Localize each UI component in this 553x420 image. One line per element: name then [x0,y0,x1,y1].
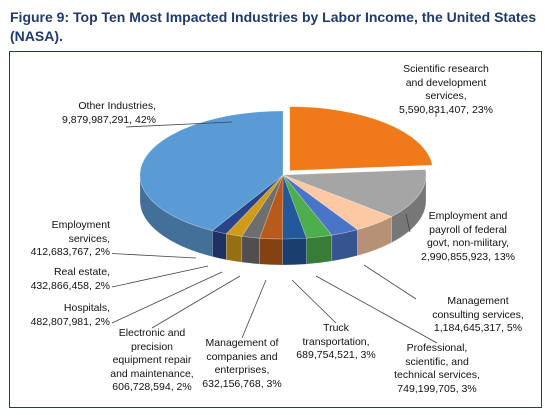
data-label-employment-and-payroll-of-federal-govt-non-military: Employment and payroll of federal govt, no… [398,210,538,264]
data-label-line: scientific, and [405,355,469,368]
leader-line-employment-services [111,253,197,259]
pie-slice-professional-scientific-and-technical-services [282,174,359,236]
pie-side-real-estate [226,233,243,263]
leader-line-management-consulting-services [363,264,417,300]
pie-slice-employment-services [211,174,284,235]
data-label-line: Scientific research [403,63,489,75]
leader-line-electronic-and-precision-equipment-repair-and-maintenance [151,275,241,329]
pie-slice-scientific-research-and-development-services [289,106,433,171]
data-label-line: 5,590,831,407, 23% [399,103,493,116]
pie-side-employment-services [212,230,227,261]
data-label-line: 749,199,705, 3% [397,382,477,395]
pie-side-hospitals [241,235,260,265]
data-label-line: 412,683,767, 2% [30,246,110,258]
data-label-line: govt, non-military, [426,237,510,249]
data-label-scientific-research-and-development-services: Scientific research and development servic… [376,63,516,117]
figure-title-line-2: (NASA). [10,28,63,44]
data-label-management-consulting-services: Management consulting services, 1,184,645,… [413,295,543,336]
data-label-line: 2,990,855,923, 13% [421,250,515,263]
data-label-line: Employment [51,219,110,231]
leader-line-truck-transportation [291,279,337,324]
data-label-line: Real estate, [53,266,110,278]
data-label-line: 632,156,768, 3% [202,377,282,390]
data-label-line: Electronic and [118,327,186,339]
pie-side-electronic-and-precision-equipment-repair-and-maintenance [259,237,283,266]
pie-slice-other-industries [139,110,284,231]
data-label-line: 432,866,458, 2% [30,279,110,292]
pie-side-truck-transportation [306,234,333,265]
pie-side-management-of-companies-and-enterprises [282,237,307,266]
data-label-professional-scientific-and-technical-services: Professional, scientific, and technical se… [372,342,502,396]
pie-slice-electronic-and-precision-equipment-repair-and-maintenance [259,174,284,240]
data-label-line: transportation, [302,335,370,348]
leader-line-other-industries [125,121,233,128]
chart-frame [9,51,542,408]
data-label-line: Truck [323,322,349,334]
data-label-line: Management [447,295,509,307]
data-label-real-estate: Real estate, 432,866,458, 2% [0,266,110,293]
leader-line-employment-and-payroll-of-federal-govt-non-military [405,213,411,233]
data-label-line: 9,879,987,291, 42% [62,113,156,126]
data-label-line: and development [405,76,487,89]
leader-line-real-estate [111,265,209,288]
data-label-other-industries: Other Industries, 9,879,987,291, 42% [16,100,156,127]
data-label-truck-transportation: Truck transportation, 689,754,521, 3% [281,322,391,363]
pie-slice-employment-and-payroll-of-federal-govt-non-military [282,169,427,217]
data-label-line: 1,184,645,317, 5% [433,322,523,334]
data-label-line: and maintenance, [110,367,194,380]
data-label-line: payroll of federal [429,223,507,236]
data-label-line: 689,754,521, 3% [296,349,376,361]
pie-slice-management-of-companies-and-enterprises [282,174,307,240]
data-label-line: 482,807,981, 2% [30,315,110,328]
pie-slice-real-estate [225,174,284,237]
data-label-line: Management of [205,337,279,349]
pie-slice-truck-transportation [282,174,333,239]
data-label-line: companies and [206,350,278,363]
data-label-line: enterprises, [214,364,270,376]
pie-slice-management-consulting-services [282,174,393,230]
leader-line-hospitals [111,271,223,324]
data-label-electronic-and-precision-equipment-repair-and-maintenance: Electronic and precision equipment repair a… [92,327,212,395]
data-label-line: 606,728,594, 2% [112,381,192,393]
data-label-line: services, [68,232,110,245]
leader-line-professional-scientific-and-technical-services [315,275,438,344]
figure-title-line-1: Figure 9: Top Ten Most Impacted Industri… [10,9,537,25]
data-label-line: technical services, [394,369,480,381]
data-label-line: Other Industries, [78,100,156,112]
data-label-line: precision [130,340,174,353]
data-label-line: services, [425,90,467,102]
data-label-management-of-companies-and-enterprises: Management of companies and enterprises, 63… [182,337,302,391]
data-label-hospitals: Hospitals, 482,807,981, 2% [0,302,110,329]
data-label-line: Employment and [428,210,508,222]
data-label-employment-services: Employment services, 412,683,767, 2% [0,219,110,260]
figure-title: Figure 9: Top Ten Most Impacted Industri… [10,8,546,46]
data-label-line: equipment repair [112,354,192,366]
data-label-line: consulting services, [432,308,524,321]
data-label-line: Hospitals, [63,302,110,314]
leader-line-management-of-companies-and-enterprises [241,279,267,339]
pie-slice-hospitals [241,174,284,239]
data-label-line: Professional, [406,342,468,354]
